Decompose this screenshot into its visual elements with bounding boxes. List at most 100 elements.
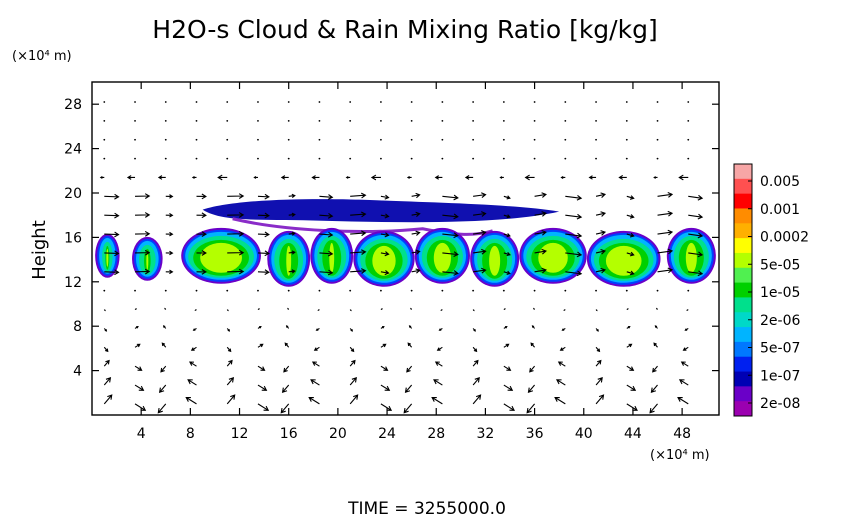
wind-vector xyxy=(313,346,320,351)
wind-vector xyxy=(288,212,296,217)
x-tick-label: 48 xyxy=(673,426,691,442)
x-tick-label: 8 xyxy=(186,426,195,442)
wind-vector xyxy=(103,346,109,353)
wind-vector xyxy=(380,232,390,238)
wind-vector xyxy=(431,396,443,405)
wind-vector xyxy=(626,251,635,257)
wind-vector xyxy=(104,212,120,219)
wind-vector xyxy=(472,289,475,292)
wind-vector xyxy=(441,157,444,160)
wind-vector xyxy=(687,101,690,103)
wind-vector xyxy=(410,307,413,310)
wind-vector xyxy=(595,138,597,141)
wind-vector xyxy=(287,119,290,122)
wind-vector xyxy=(380,403,393,411)
wind-vector xyxy=(503,343,510,348)
wind-vector xyxy=(656,157,659,160)
wind-vector xyxy=(588,175,597,180)
wind-vector xyxy=(380,101,382,103)
wind-vector xyxy=(318,157,321,160)
wind-vector xyxy=(563,309,566,311)
wind-vector xyxy=(626,403,638,411)
wind-vector xyxy=(185,396,197,405)
wind-vector xyxy=(164,101,167,103)
wind-vector xyxy=(687,138,690,141)
wind-vector xyxy=(287,289,290,292)
wind-vector xyxy=(684,327,689,331)
wind-vector xyxy=(280,175,289,180)
wind-vector xyxy=(317,309,320,311)
wind-vector xyxy=(380,138,382,141)
wind-vector xyxy=(411,230,421,236)
colorbar-label: 0.005 xyxy=(760,174,800,190)
wind-vector xyxy=(559,346,566,351)
wind-vector xyxy=(257,138,259,141)
y-axis-label: Height xyxy=(29,220,50,280)
wind-vector xyxy=(503,251,511,257)
wind-vector xyxy=(134,326,139,329)
wind-vector xyxy=(191,176,197,179)
wind-vector xyxy=(103,359,110,367)
wind-vector xyxy=(434,175,443,180)
colorbar-swatch xyxy=(734,356,752,372)
colorbar-swatch xyxy=(734,341,752,358)
wind-vector xyxy=(164,119,167,122)
wind-vector xyxy=(503,384,514,391)
wind-vector xyxy=(657,248,674,255)
wind-vector xyxy=(380,384,391,391)
wind-vector xyxy=(625,157,628,160)
wind-vector xyxy=(556,379,566,386)
wind-vector xyxy=(310,379,320,386)
colorbar-swatch xyxy=(734,297,752,313)
wind-vectors xyxy=(99,101,704,414)
wind-vector xyxy=(656,289,659,292)
wind-vector xyxy=(688,251,704,258)
wind-vector xyxy=(472,119,475,122)
wind-vector xyxy=(380,213,390,219)
wind-vector xyxy=(404,384,413,394)
wind-vector xyxy=(319,194,334,200)
wind-vector xyxy=(687,157,690,160)
wind-vector xyxy=(380,270,390,276)
wind-vector xyxy=(686,309,689,311)
wind-vector xyxy=(565,270,583,277)
wind-vector xyxy=(194,309,197,311)
wind-vector xyxy=(380,365,389,371)
wind-vector xyxy=(158,384,167,394)
wind-vector xyxy=(196,212,207,219)
wind-vector xyxy=(345,176,351,179)
wind-vector xyxy=(226,157,229,160)
wind-vector xyxy=(650,384,658,394)
wind-vector xyxy=(284,342,290,348)
wind-vector xyxy=(103,138,106,141)
wind-vector xyxy=(595,101,597,103)
wind-vector xyxy=(380,308,383,311)
wind-vector xyxy=(526,403,536,414)
wind-vector xyxy=(626,308,629,311)
cloud-cell xyxy=(267,230,311,287)
colorbar-swatch xyxy=(734,238,752,254)
wind-vector xyxy=(626,343,633,348)
wind-vector xyxy=(503,270,511,275)
colorbar-label: 0.0002 xyxy=(760,230,809,246)
wind-vector xyxy=(503,308,506,311)
wind-vector xyxy=(678,379,689,386)
wind-vector xyxy=(410,289,413,292)
wind-vector xyxy=(625,289,628,292)
wind-vector xyxy=(657,229,674,236)
wind-vector xyxy=(257,193,270,200)
colorbar: 0.005 0.001 0.0002 5e-05 1e-05 2e-06 5e-07 1e-0… xyxy=(733,163,809,417)
wind-vector xyxy=(103,289,106,292)
y-axis: 4 8 12 16 20 24 28 xyxy=(64,97,719,380)
wind-vector xyxy=(319,250,334,257)
wind-vector xyxy=(318,119,321,122)
wind-vector xyxy=(533,101,536,103)
wind-vector xyxy=(534,229,547,236)
wind-vector xyxy=(134,365,143,371)
wind-vector xyxy=(656,307,658,310)
wind-vector xyxy=(473,211,487,217)
wind-vector xyxy=(380,119,382,122)
wind-vector xyxy=(503,365,512,371)
colorbar-swatch xyxy=(734,178,752,195)
